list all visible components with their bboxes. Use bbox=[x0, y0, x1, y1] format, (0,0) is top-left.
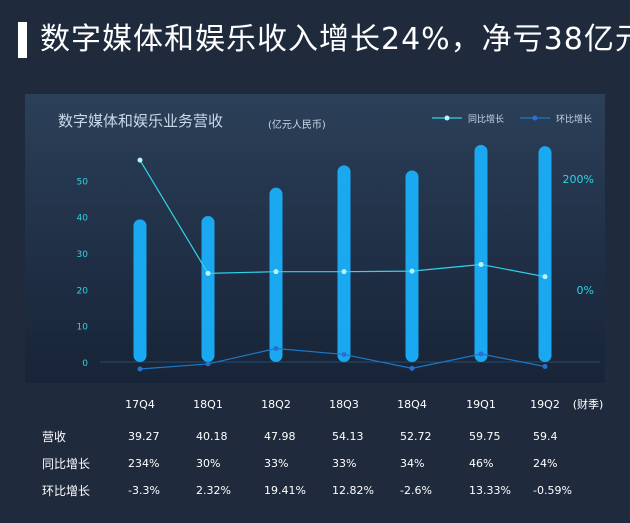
page-title: 数字媒体和娱乐收入增长24%，净亏38亿元 bbox=[40, 22, 630, 57]
bar-revenue-18Q1 bbox=[201, 216, 215, 362]
header-bar: 数字媒体和娱乐收入增长24%，净亏38亿元 bbox=[0, 0, 630, 88]
point-qoq-18Q1 bbox=[205, 361, 211, 367]
x-tick-label: 17Q4 bbox=[125, 398, 155, 411]
y2-tick-label: 200% bbox=[563, 173, 594, 186]
bar-revenue-18Q4 bbox=[405, 170, 419, 362]
point-qoq-18Q4 bbox=[409, 365, 415, 371]
point-yoy-18Q3 bbox=[341, 269, 347, 275]
x-tick-label: 19Q1 bbox=[466, 398, 496, 411]
y-tick-label: 50 bbox=[77, 177, 89, 187]
legend-label-0: 同比增长 bbox=[468, 113, 504, 125]
legend-label-1: 环比增长 bbox=[556, 113, 592, 125]
point-yoy-19Q2 bbox=[542, 274, 548, 280]
title-accent-bar bbox=[18, 22, 27, 58]
point-qoq-18Q3 bbox=[341, 351, 347, 357]
bar-revenue-18Q2 bbox=[269, 187, 283, 362]
legend-dot-1 bbox=[532, 115, 538, 121]
point-qoq-19Q2 bbox=[542, 364, 548, 370]
y2-tick-label: 0% bbox=[577, 284, 594, 297]
y-tick-label: 0 bbox=[82, 359, 88, 369]
bar-revenue-19Q2 bbox=[538, 146, 552, 362]
chart-unit: (亿元人民币) bbox=[268, 120, 326, 131]
y-tick-label: 20 bbox=[77, 286, 89, 296]
x-tick-label: 18Q4 bbox=[397, 398, 427, 411]
x-tick-label: 18Q2 bbox=[261, 398, 291, 411]
bar-revenue-18Q3 bbox=[337, 165, 351, 362]
period-unit-label: (财季) bbox=[573, 397, 604, 411]
chart-panel bbox=[25, 94, 605, 383]
x-tick-label: 19Q2 bbox=[530, 398, 560, 411]
point-qoq-17Q4 bbox=[137, 366, 143, 372]
point-yoy-19Q1 bbox=[478, 261, 484, 267]
bar-revenue-19Q1 bbox=[474, 144, 488, 362]
point-qoq-19Q1 bbox=[478, 351, 484, 357]
point-yoy-18Q2 bbox=[273, 269, 279, 275]
y-tick-label: 10 bbox=[77, 323, 89, 333]
point-qoq-18Q2 bbox=[273, 346, 279, 352]
point-yoy-18Q4 bbox=[409, 268, 415, 274]
point-yoy-18Q1 bbox=[205, 270, 211, 276]
point-yoy-17Q4 bbox=[137, 157, 143, 163]
chart-title: 数字媒体和娱乐业务营收 bbox=[58, 112, 224, 130]
y-tick-label: 30 bbox=[77, 250, 89, 260]
x-tick-label: 18Q3 bbox=[329, 398, 359, 411]
x-tick-label: 18Q1 bbox=[193, 398, 223, 411]
legend-dot-0 bbox=[444, 115, 450, 121]
bar-revenue-17Q4 bbox=[133, 219, 147, 362]
y-tick-label: 40 bbox=[77, 214, 89, 224]
